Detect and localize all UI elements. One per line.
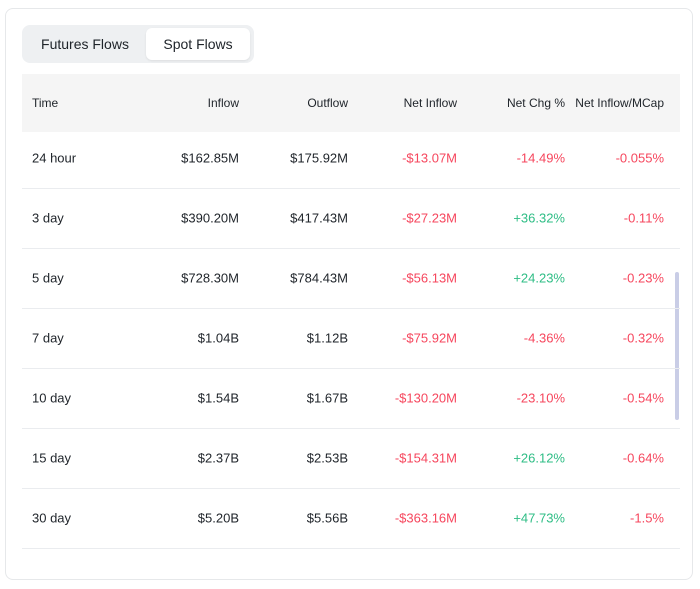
- table-cell: -$56.13M: [402, 270, 457, 286]
- table-cell: $162.85M: [181, 150, 239, 166]
- column-header[interactable]: Inflow: [207, 96, 239, 110]
- table-cell: $728.30M: [181, 270, 239, 286]
- table-cell: $1.54B: [197, 390, 239, 406]
- column-header[interactable]: Outflow: [307, 96, 348, 110]
- row-label: 24 hour: [32, 150, 77, 166]
- column-header[interactable]: Net Chg %: [506, 96, 565, 110]
- table-cell: -$363.16M: [394, 510, 457, 526]
- table-cell: -$130.20M: [394, 390, 457, 406]
- tab-active[interactable]: Spot Flows: [146, 28, 250, 60]
- table-cell: $5.20B: [197, 510, 239, 526]
- table-cell: +47.73%: [513, 510, 565, 526]
- row-separator: [22, 188, 680, 189]
- table-cell: $2.37B: [197, 450, 239, 466]
- table-cell: -0.11%: [623, 210, 664, 226]
- table-cell: -$27.23M: [402, 210, 457, 226]
- table-cell: -0.54%: [622, 390, 664, 406]
- row-separator: [22, 548, 680, 549]
- table-cell: $1.12B: [306, 330, 348, 346]
- row-label: 5 day: [32, 270, 64, 286]
- table-cell: -0.055%: [615, 150, 664, 166]
- table-cell: +26.12%: [513, 450, 565, 466]
- table-cell: +36.32%: [513, 210, 565, 226]
- row-label: 15 day: [32, 450, 72, 466]
- scrollbar[interactable]: [675, 272, 679, 420]
- row-separator: [22, 428, 680, 429]
- table-cell: -$154.31M: [394, 450, 457, 466]
- table-cell: -23.10%: [516, 390, 565, 406]
- table-cell: +24.23%: [513, 270, 565, 286]
- table-cell: $784.43M: [290, 270, 348, 286]
- row-separator: [22, 368, 680, 369]
- table-cell: -0.23%: [622, 270, 664, 286]
- row-separator: [22, 308, 680, 309]
- table-cell: -$13.07M: [402, 150, 457, 166]
- column-header[interactable]: Time: [32, 96, 59, 110]
- row-label: 30 day: [32, 510, 72, 526]
- row-separator: [22, 248, 680, 249]
- table-cell: $175.92M: [290, 150, 348, 166]
- table-cell: $390.20M: [181, 210, 239, 226]
- table-cell: -0.32%: [622, 330, 664, 346]
- table-cell: $1.67B: [306, 390, 348, 406]
- table-cell: $5.56B: [306, 510, 348, 526]
- row-separator: [22, 488, 680, 489]
- column-header[interactable]: Net Inflow/MCap: [575, 96, 664, 110]
- table-cell: $1.04B: [197, 330, 239, 346]
- row-label: 10 day: [32, 390, 72, 406]
- table-cell: -4.36%: [523, 330, 565, 346]
- table-cell: $2.53B: [306, 450, 348, 466]
- column-header[interactable]: Net Inflow: [403, 96, 457, 110]
- tab-group: Futures Flows Spot Flows: [22, 25, 254, 63]
- table-cell: -$75.92M: [402, 330, 457, 346]
- table-cell: -0.64%: [622, 450, 664, 466]
- table-header: [22, 74, 680, 132]
- row-label: 3 day: [32, 210, 64, 226]
- table-cell: -1.5%: [630, 510, 664, 526]
- row-label: 7 day: [32, 330, 64, 346]
- table-cell: -14.49%: [516, 150, 565, 166]
- table-cell: $417.43M: [290, 210, 348, 226]
- tab[interactable]: Futures Flows: [41, 36, 129, 52]
- card: [5, 8, 693, 580]
